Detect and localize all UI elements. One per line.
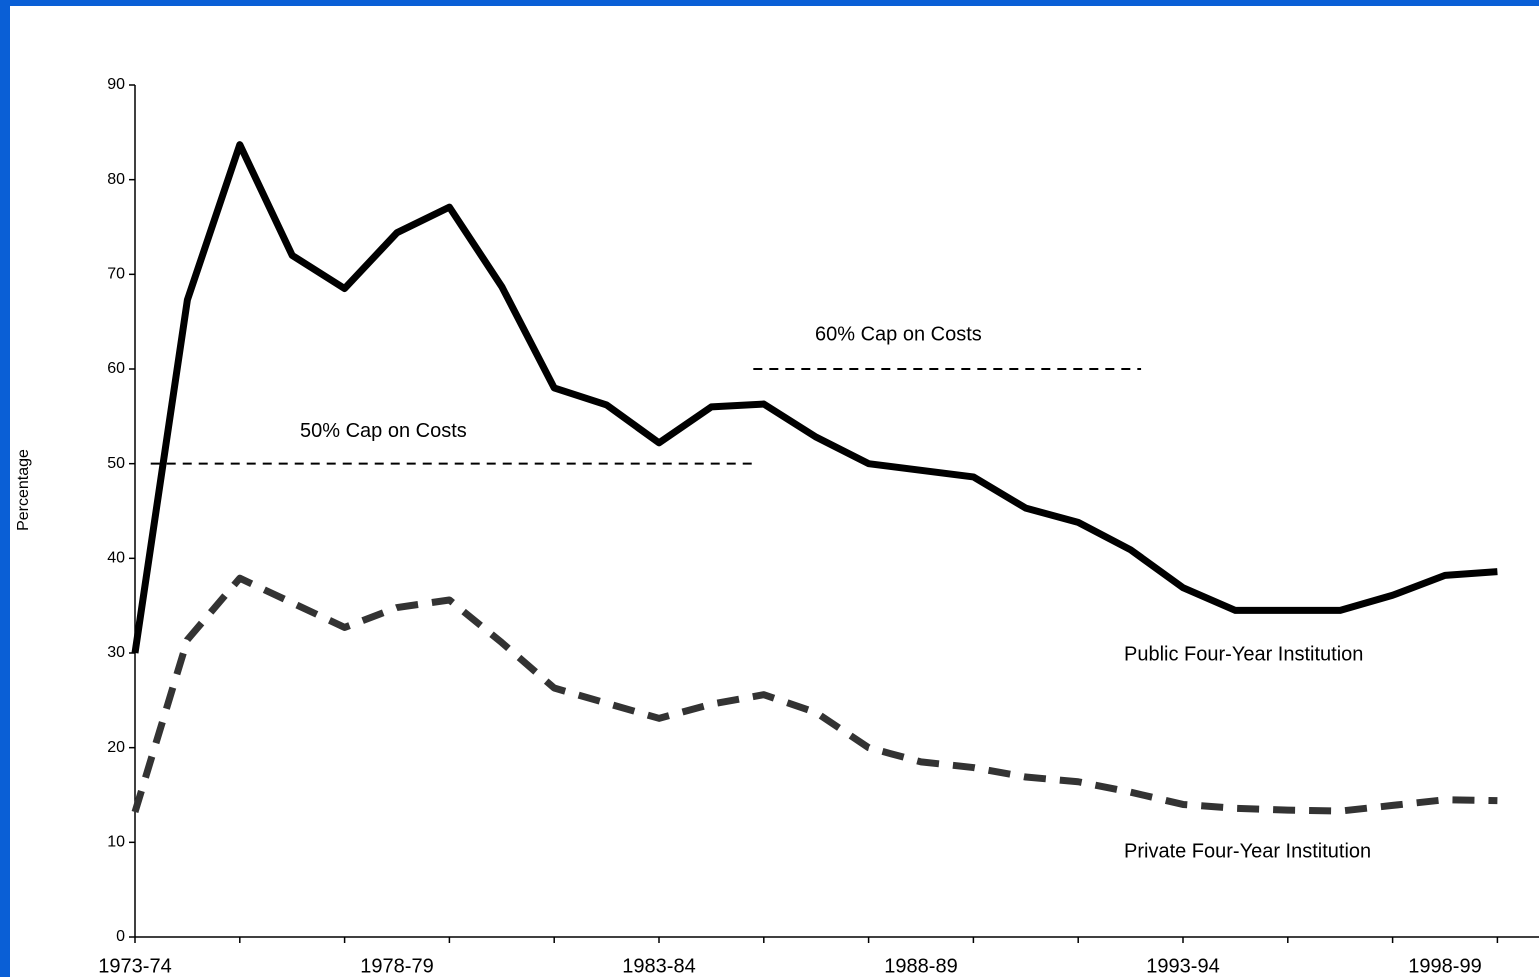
- y-tick-label: 0: [116, 928, 125, 945]
- x-tick-label: 1988-89: [884, 955, 957, 977]
- y-tick-label: 10: [107, 834, 125, 851]
- y-tick-label: 20: [107, 739, 125, 756]
- background: [10, 6, 1539, 977]
- x-tick-label: 1993-94: [1146, 955, 1219, 977]
- series-label: Private Four-Year Institution: [1124, 840, 1371, 862]
- series-label: Public Four-Year Institution: [1124, 643, 1363, 665]
- y-tick-label: 80: [107, 171, 125, 188]
- x-tick-label: 1983-84: [622, 955, 695, 977]
- y-tick-label: 30: [107, 644, 125, 661]
- series-line: [131, 141, 1498, 654]
- cap-label: 50% Cap on Costs: [300, 420, 467, 442]
- y-tick-label: 40: [107, 550, 125, 567]
- chart: Percentage 0 10 20 30 40 50 60 70 80 90 1973-74 197…: [10, 6, 1539, 977]
- x-tick-label: 1973-74: [98, 955, 171, 977]
- cap-label: 60% Cap on Costs: [815, 323, 982, 345]
- x-tick-label: 1998-99: [1408, 955, 1481, 977]
- y-tick-label: 90: [107, 76, 125, 93]
- y-axis-label: Percentage: [15, 449, 32, 531]
- y-tick-label: 50: [107, 455, 125, 472]
- y-tick-label: 70: [107, 266, 125, 283]
- y-tick-label: 60: [107, 360, 125, 377]
- x-tick-label: 1978-79: [360, 955, 433, 977]
